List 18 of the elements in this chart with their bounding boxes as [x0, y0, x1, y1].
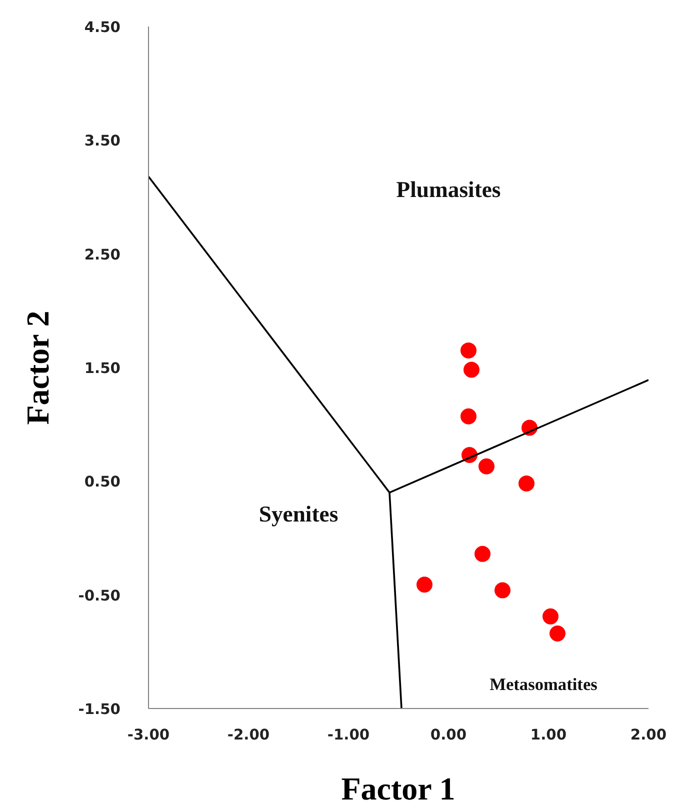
x-tick-label: 1.00 [530, 726, 567, 744]
x-tick-label: -2.00 [227, 726, 270, 744]
x-tick-label: -3.00 [127, 726, 170, 744]
x-tick-label: 2.00 [630, 726, 667, 744]
y-tick-label: 0.50 [84, 474, 121, 491]
y-tick-label: -1.50 [78, 701, 121, 718]
y-tick-label: 2.50 [84, 246, 121, 264]
annotation: Plumasites [396, 176, 501, 202]
annotation: Syenites [258, 501, 338, 526]
y-axis-title: Factor 2 [19, 310, 56, 425]
x-tick-label: -1.00 [327, 726, 370, 744]
x-tick-label: 0.00 [430, 726, 467, 744]
y-tick-label: 4.50 [84, 19, 121, 36]
x-axis-title: Factor 1 [341, 770, 456, 806]
y-tick-label: -0.50 [78, 587, 121, 604]
y-tick-label: 3.50 [84, 132, 121, 150]
y-tick-label: 1.50 [84, 360, 121, 377]
annotation: Metasomatites [490, 675, 598, 694]
